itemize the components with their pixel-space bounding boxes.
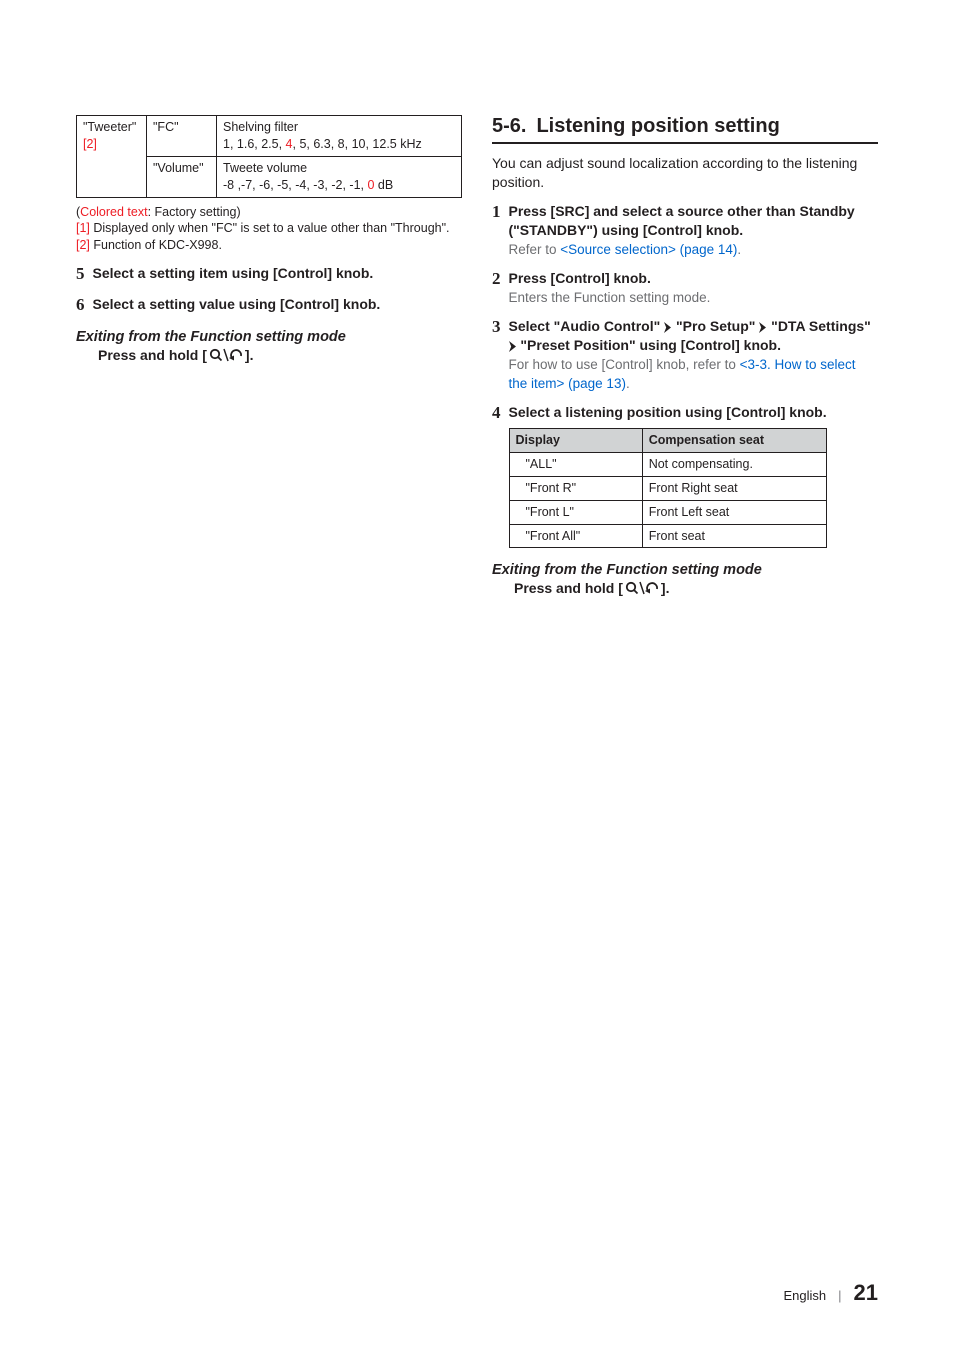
step-4: 4 Select a listening position using [Con… [492,403,878,548]
chevron-right-icon [509,341,517,352]
step-3: 3 Select "Audio Control" "Pro Setup" "DT… [492,317,878,393]
vol-key: "Volume" [147,156,217,197]
section-num: 5-6. [492,115,526,138]
colored-text-label: Colored text [80,205,147,219]
exit-post-right: ]. [661,580,670,596]
s3-sub-post: . [626,376,630,391]
vol-vals-pre: -8 ,-7, -6, -5, -4, -3, -2, -1, [223,178,367,192]
exit-sub-left: Press and hold [ ]. [98,347,462,363]
exit-heading-right: Exiting from the Function setting mode [492,562,878,578]
colored-text-rest: : Factory setting) [148,205,241,219]
vol-vals-post: dB [374,178,393,192]
s1-sub-post: . [737,242,741,257]
s1-bold: Press [SRC] and select a source other th… [509,203,855,238]
step-6: 6 Select a setting value using [Control]… [76,295,462,315]
step-1: 1 Press [SRC] and select a source other … [492,202,878,259]
fc-vals-pre: 1, 1.6, 2.5, [223,137,286,151]
pos-r2b: Front Right seat [642,476,826,500]
tweeter-label: "Tweeter" [83,120,136,134]
pos-r3a: "Front L" [509,500,642,524]
fc-vals-red: 4 [286,137,293,151]
vol-desc: Tweete volume [223,161,307,175]
s3-b4: "Preset Position" using [Control] knob. [517,337,782,353]
pos-r3b: Front Left seat [642,500,826,524]
s1-sub-pre: Refer to [509,242,561,257]
s3-b3: "DTA Settings" [767,318,871,334]
search-return-icon [625,581,659,595]
tweeter-table: "Tweeter" [2] "FC" Shelving filter 1, 1.6… [76,115,462,198]
s1-num: 1 [492,202,501,259]
pos-r4b: Front seat [642,524,826,548]
pos-h1: Display [509,429,642,453]
step-2: 2 Press [Control] knob. Enters the Funct… [492,269,878,307]
pos-r1b: Not compensating. [642,452,826,476]
footer-page: 21 [854,1280,878,1306]
exit-post-left: ]. [245,347,254,363]
fc-vals-post: , 5, 6.3, 8, 10, 12.5 kHz [293,137,422,151]
s4-num: 4 [492,403,501,548]
note1-tag: [1] [76,221,90,235]
s2-bold: Press [Control] knob. [509,270,651,286]
chevron-right-icon [664,322,672,333]
s3-b2: "Pro Setup" [672,318,759,334]
tweeter-ref: [2] [83,137,97,151]
section-heading: 5-6. Listening position setting [492,115,878,144]
s1-link[interactable]: <Source selection> (page 14) [560,242,737,257]
step5-num: 5 [76,264,85,284]
search-return-icon [209,348,243,362]
pos-r4a: "Front All" [509,524,642,548]
step6-text: Select a setting value using [Control] k… [93,296,381,312]
section-intro: You can adjust sound localization accord… [492,154,878,192]
step5-text: Select a setting item using [Control] kn… [93,265,374,281]
pos-r1a: "ALL" [509,452,642,476]
position-table: Display Compensation seat "ALL"Not compe… [509,428,827,548]
exit-heading-left: Exiting from the Function setting mode [76,329,462,345]
s3-sub-pre: For how to use [Control] knob, refer to [509,357,740,372]
notes-block: (Colored text: Factory setting) [1] Disp… [76,204,462,255]
fc-desc: Shelving filter [223,120,298,134]
fc-key: "FC" [147,116,217,157]
note1-text: Displayed only when "FC" is set to a val… [90,221,450,235]
footer-lang: English [783,1288,826,1303]
step6-num: 6 [76,295,85,315]
s3-num: 3 [492,317,501,393]
exit-pre-right: Press and hold [ [514,580,623,596]
exit-sub-right: Press and hold [ ]. [514,580,878,596]
note2-tag: [2] [76,238,90,252]
pos-r2a: "Front R" [509,476,642,500]
footer-sep: | [838,1288,841,1303]
page-footer: English | 21 [783,1280,878,1306]
step-5: 5 Select a setting item using [Control] … [76,264,462,284]
s2-sub: Enters the Function setting mode. [509,290,711,305]
s3-b1: Select "Audio Control" [509,318,665,334]
note2-text: Function of KDC-X998. [90,238,222,252]
pos-h2: Compensation seat [642,429,826,453]
s2-num: 2 [492,269,501,307]
s4-bold: Select a listening position using [Contr… [509,404,827,420]
section-title: Listening position setting [536,115,779,138]
exit-pre-left: Press and hold [ [98,347,207,363]
